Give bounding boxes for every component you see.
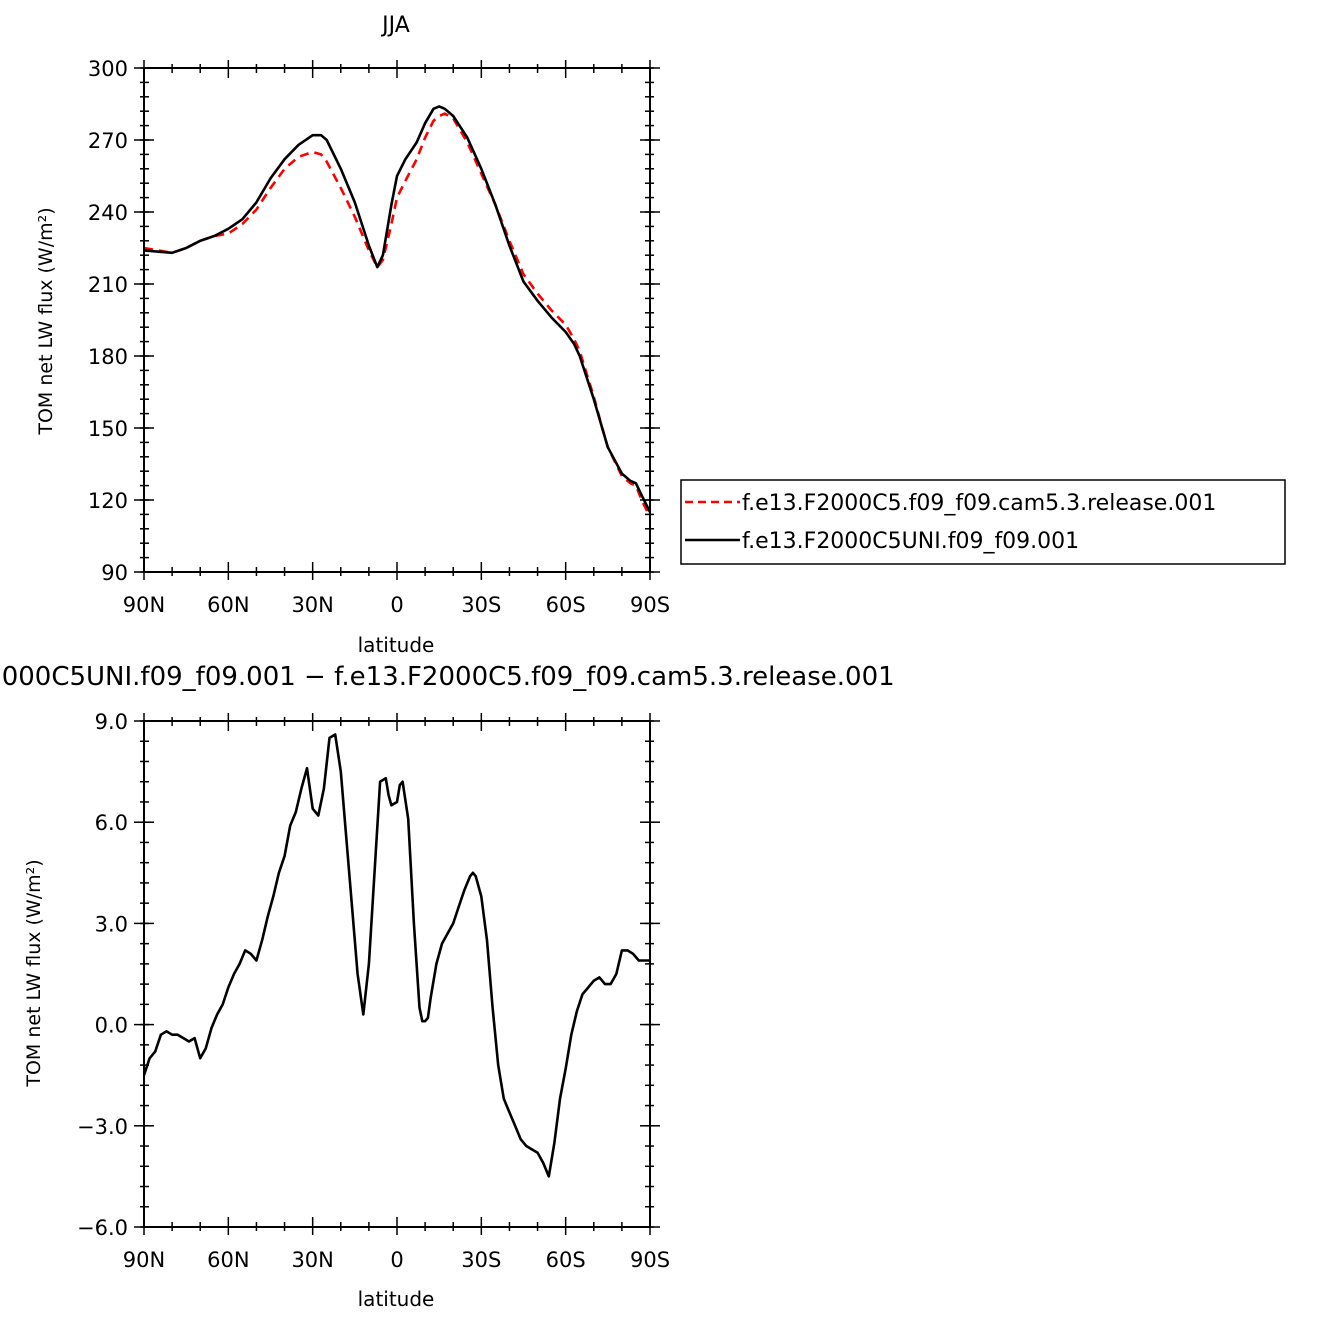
bottom-chart-x-tick-label: 0: [390, 1248, 403, 1272]
bottom-chart-title: f.e13.F2000C5UNI.f09_f09.001 − f.e13.F20…: [0, 662, 895, 692]
bottom-chart-y-tick-label: −3.0: [77, 1115, 128, 1139]
top-chart-x-tick-label: 90S: [630, 593, 670, 617]
top-chart-x-axis-label: latitude: [358, 633, 435, 657]
bottom-chart-x-tick-label: 90N: [123, 1248, 165, 1272]
top-chart-x-tick-label: 30S: [461, 593, 501, 617]
bottom-chart-y-tick-label: 9.0: [95, 710, 128, 734]
top-chart-y-tick-label: 180: [88, 345, 128, 369]
bottom-chart-y-axis-label: TOM net LW flux (W/m²): [23, 859, 45, 1087]
legend-label-series-2: f.e13.F2000C5UNI.f09_f09.001: [742, 529, 1079, 554]
top-chart: JJA TOM net LW flux (W/m²) latitude 90N 6…: [35, 13, 1286, 657]
top-chart-legend: f.e13.F2000C5.f09_f09.cam5.3.release.001…: [680, 479, 1286, 565]
bottom-chart-x-tick-label: 30S: [461, 1248, 501, 1272]
top-chart-plot-frame: [143, 67, 651, 573]
legend-box: [680, 479, 1286, 565]
top-chart-x-tick-label: 60S: [546, 593, 586, 617]
bottom-chart-x-tick-label: 90S: [630, 1248, 670, 1272]
bottom-chart-y-tick-label: 6.0: [95, 811, 128, 835]
top-chart-y-tick-label: 120: [88, 489, 128, 513]
top-chart-y-tick-label: 300: [88, 57, 128, 81]
top-chart-x-tick-label: 0: [390, 593, 403, 617]
top-chart-x-tick-label: 90N: [123, 593, 165, 617]
legend-label-series-1: f.e13.F2000C5.f09_f09.cam5.3.release.001: [742, 491, 1216, 516]
top-chart-y-axis-label: TOM net LW flux (W/m²): [35, 207, 57, 435]
top-chart-y-tick-label: 240: [88, 201, 128, 225]
bottom-chart-x-tick-label: 60N: [207, 1248, 249, 1272]
top-chart-title: JJA: [380, 13, 410, 38]
top-chart-series-line-2: [143, 105, 652, 513]
top-chart-y-tick-label: 150: [88, 417, 128, 441]
top-chart-x-tick-label: 30N: [291, 593, 333, 617]
bottom-chart-y-tick-label: −6.0: [77, 1216, 128, 1240]
top-chart-y-tick-label: 270: [88, 129, 128, 153]
top-chart-y-tick-label: 90: [101, 561, 128, 585]
bottom-chart-x-axis-label: latitude: [358, 1287, 435, 1311]
bottom-chart-y-tick-label: 0.0: [95, 1014, 128, 1038]
bottom-chart-x-tick-label: 60S: [546, 1248, 586, 1272]
bottom-chart-x-tick-label: 30N: [291, 1248, 333, 1272]
bottom-chart: f.e13.F2000C5UNI.f09_f09.001 − f.e13.F20…: [0, 662, 895, 1311]
bottom-chart-series-line-1: [142, 733, 650, 1178]
bottom-chart-y-tick-label: 3.0: [95, 912, 128, 936]
top-chart-x-tick-label: 60N: [207, 593, 249, 617]
top-chart-y-tick-label: 210: [88, 273, 128, 297]
